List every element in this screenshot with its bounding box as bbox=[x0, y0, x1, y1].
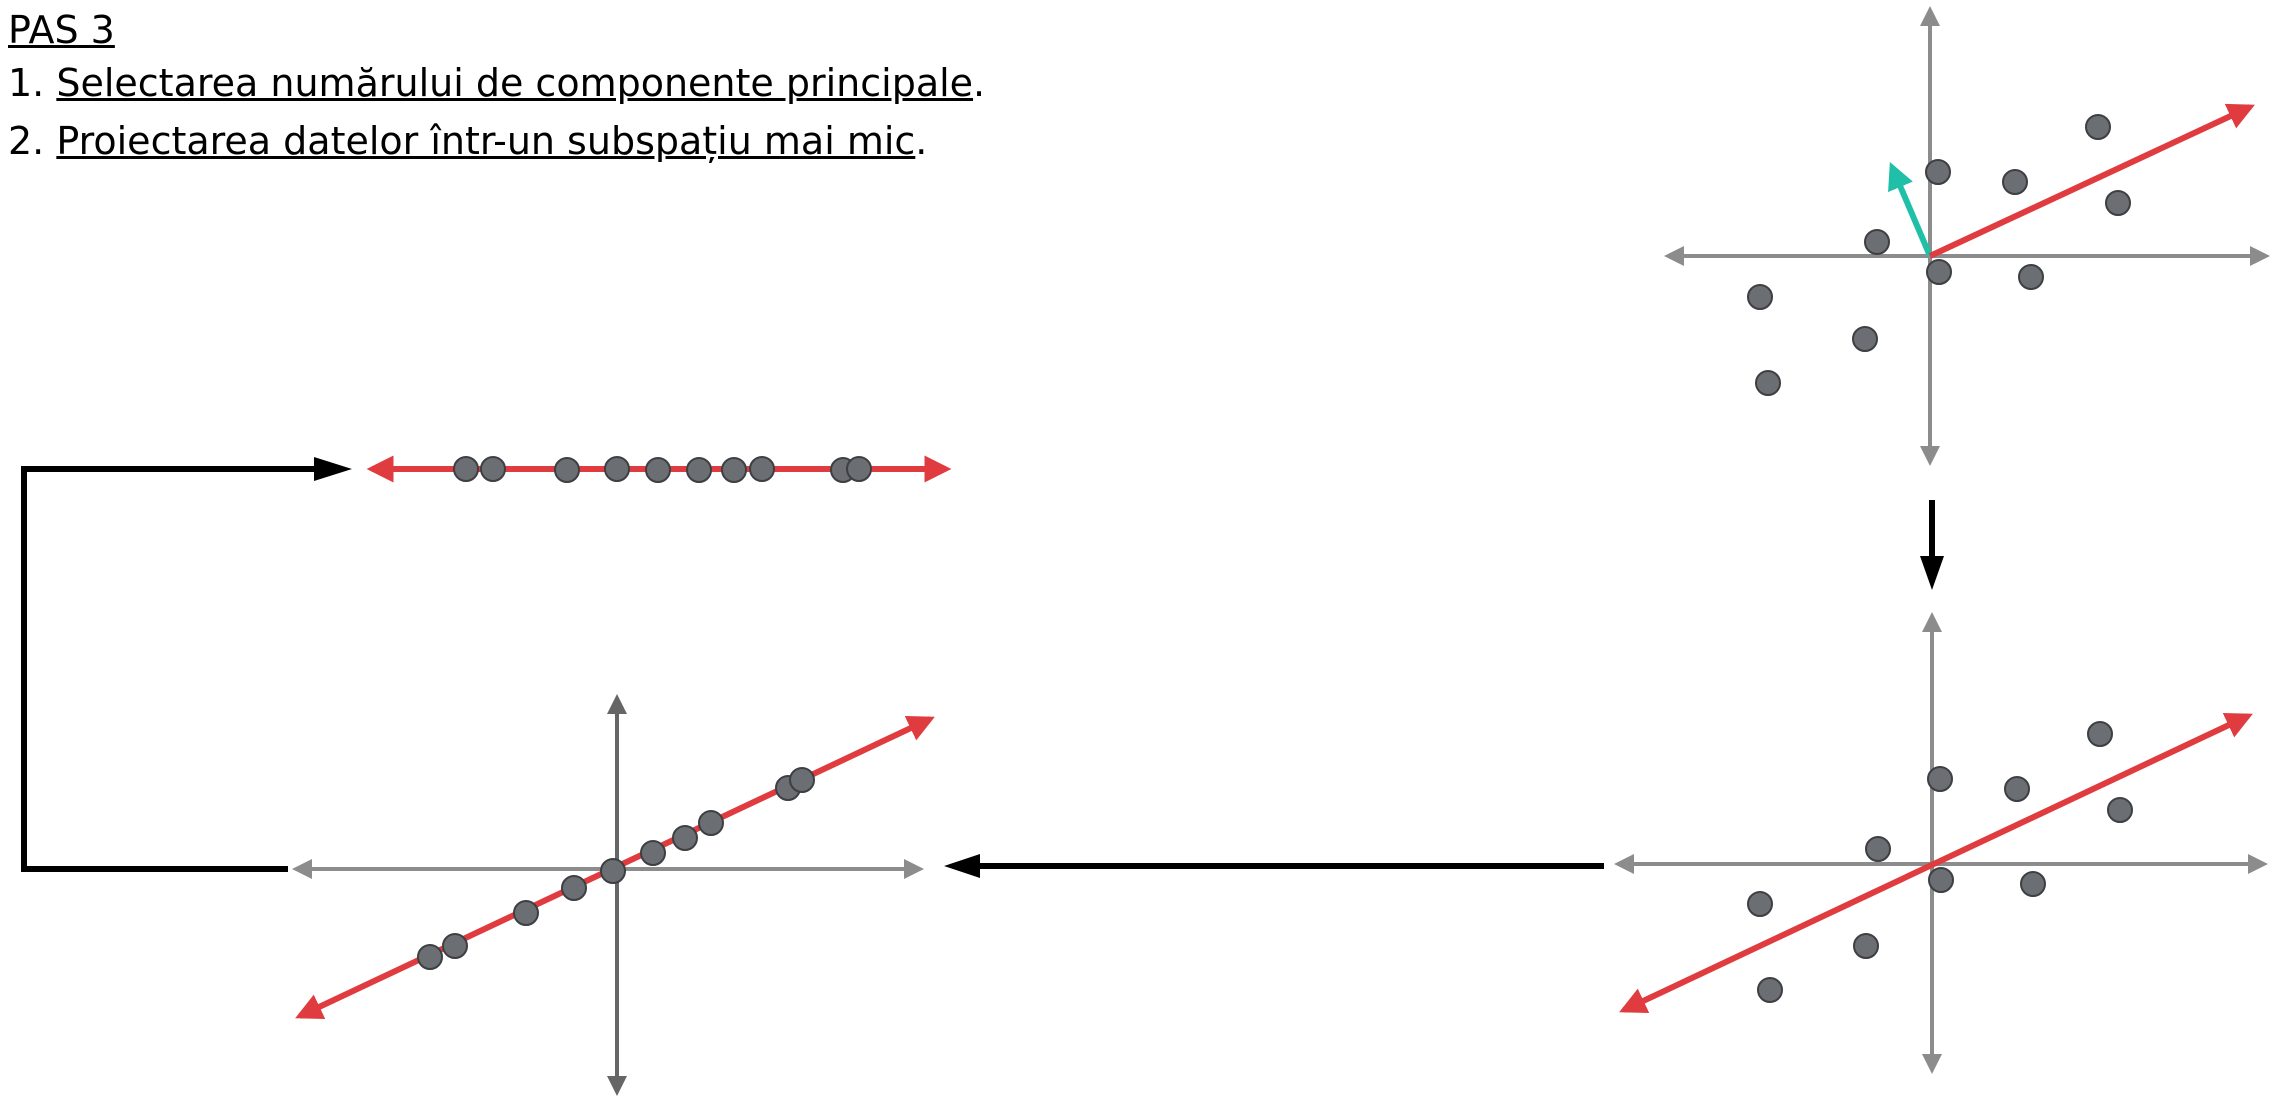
data-point bbox=[2004, 776, 2030, 802]
flow-arrow-elbow-icon bbox=[21, 457, 352, 872]
data-point bbox=[645, 457, 671, 483]
data-point bbox=[2085, 114, 2111, 140]
data-point bbox=[1755, 370, 1781, 396]
data-point bbox=[554, 457, 580, 483]
data-point bbox=[1853, 933, 1879, 959]
step-title: PAS 3 bbox=[8, 8, 115, 52]
data-point bbox=[2105, 190, 2131, 216]
data-point bbox=[480, 456, 506, 482]
data-point bbox=[1852, 326, 1878, 352]
panel-original-components bbox=[1664, 6, 2270, 466]
data-point bbox=[749, 456, 775, 482]
data-point bbox=[721, 457, 747, 483]
step-number: 1. bbox=[8, 61, 57, 105]
data-point bbox=[686, 457, 712, 483]
step-number: 2. bbox=[8, 119, 57, 163]
data-point bbox=[1925, 159, 1951, 185]
data-point bbox=[1747, 284, 1773, 310]
second-component-arrow bbox=[1888, 162, 1933, 258]
data-point bbox=[2020, 871, 2046, 897]
data-point bbox=[2107, 797, 2133, 823]
step-text: Selectarea numărului de componente princ… bbox=[56, 61, 974, 105]
step-item-1: 1. Selectarea numărului de componente pr… bbox=[8, 54, 985, 112]
data-point bbox=[561, 875, 587, 901]
data-point bbox=[442, 933, 468, 959]
panel-selected-component bbox=[1614, 612, 2268, 1074]
data-point bbox=[1928, 867, 1954, 893]
data-point bbox=[789, 767, 815, 793]
data-point bbox=[2087, 721, 2113, 747]
step-end: . bbox=[915, 119, 928, 163]
principal-component-arrow bbox=[1928, 103, 2255, 259]
data-point bbox=[1926, 259, 1952, 285]
data-point bbox=[1757, 977, 1783, 1003]
flow-arrow-left-icon bbox=[944, 854, 1604, 878]
data-point bbox=[846, 456, 872, 482]
heading: PAS 3 1. Selectarea numărului de compone… bbox=[8, 6, 985, 170]
step-text: Proiectarea datelor într-un subspațiu ma… bbox=[56, 119, 916, 163]
data-point bbox=[672, 825, 698, 851]
data-point bbox=[604, 456, 630, 482]
principal-component-line bbox=[1619, 712, 2253, 1014]
step-end: . bbox=[973, 61, 986, 105]
data-point bbox=[1927, 766, 1953, 792]
data-point bbox=[600, 858, 626, 884]
data-point bbox=[640, 840, 666, 866]
data-point bbox=[513, 900, 539, 926]
data-point bbox=[2018, 264, 2044, 290]
panel-reduced-subspace bbox=[366, 455, 952, 483]
data-point bbox=[453, 456, 479, 482]
step-item-2: 2. Proiectarea datelor într-un subspațiu… bbox=[8, 112, 985, 170]
data-point bbox=[698, 810, 724, 836]
data-point bbox=[1865, 836, 1891, 862]
flow-arrow-down-icon bbox=[1920, 500, 1944, 590]
data-point bbox=[1864, 229, 1890, 255]
data-point bbox=[1747, 891, 1773, 917]
data-point bbox=[2002, 169, 2028, 195]
data-point bbox=[417, 944, 443, 970]
panel-projected-data bbox=[292, 694, 935, 1096]
